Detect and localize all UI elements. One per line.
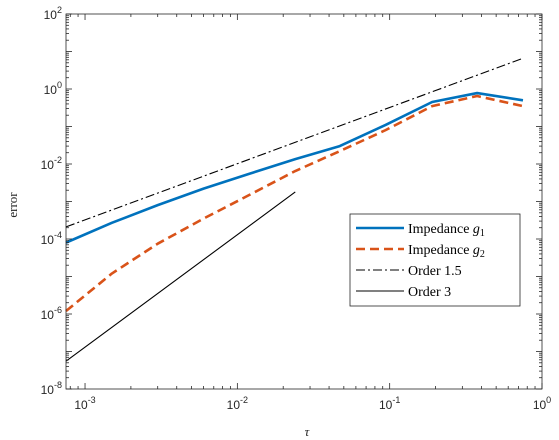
series-layer bbox=[65, 57, 524, 362]
x-tick-label: 10-1 bbox=[379, 395, 400, 412]
legend-label-4: Order 3 bbox=[408, 285, 451, 300]
y-tick-label: 102 bbox=[44, 5, 62, 22]
y-tick-label: 10-2 bbox=[41, 155, 62, 172]
x-tick-label: 10-3 bbox=[74, 395, 95, 412]
legend-label-1: Impedance g1 bbox=[408, 222, 485, 239]
axes-layer: 10-3 10-2 10-1 100 10-8 10-6 10-4 10-2 100 102 bbox=[41, 5, 552, 412]
series-line-3 bbox=[65, 57, 524, 228]
plot-area-background bbox=[66, 14, 542, 389]
legend-label-2: Impedance g2 bbox=[408, 243, 485, 260]
y-tick-label: 10-6 bbox=[41, 305, 62, 322]
y-tick-label: 10-4 bbox=[41, 230, 62, 247]
x-tick-label: 100 bbox=[533, 395, 551, 412]
series-line-1 bbox=[65, 91, 524, 244]
series-line-4 bbox=[65, 191, 296, 362]
y-axis-label: error bbox=[5, 192, 20, 218]
y-tick-label: 10-8 bbox=[41, 380, 62, 397]
x-tick-label: 10-2 bbox=[227, 395, 248, 412]
legend: Impedance g1 Impedance g2 Order 1.5 Order 3 bbox=[349, 213, 521, 307]
series-line-2 bbox=[65, 94, 524, 313]
legend-label-3: Order 1.5 bbox=[408, 264, 462, 279]
x-axis-label: τ bbox=[305, 424, 311, 439]
y-tick-label: 100 bbox=[44, 80, 62, 97]
